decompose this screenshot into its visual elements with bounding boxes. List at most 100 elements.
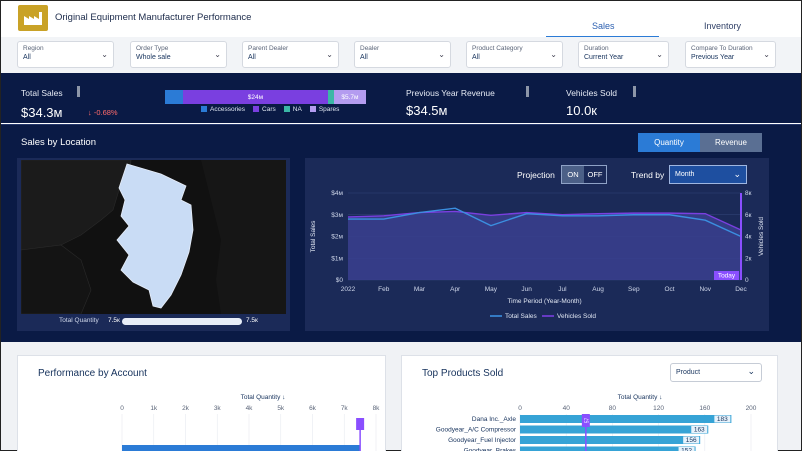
- map-legend-max: 7.5к: [246, 317, 258, 324]
- product-label: Dana Inc._Axle: [472, 416, 516, 423]
- x-tick-label: 160: [699, 405, 710, 412]
- map-region-shape[interactable]: [116, 163, 194, 309]
- projection-label: Projection: [517, 170, 555, 180]
- x-tick-label: 0: [120, 405, 124, 412]
- y2-tick-label: 4к: [745, 234, 752, 241]
- legend-item: NA: [283, 106, 302, 113]
- x-tick-label: Nov: [699, 286, 711, 293]
- filter-parent-dealer[interactable]: Parent Dealer All ⌄: [242, 41, 339, 68]
- x-tick-label: Aug: [592, 286, 604, 293]
- product-label: Goodyear_Brakes: [464, 448, 517, 451]
- category-stacked-bar[interactable]: $24м $5.7м: [165, 90, 366, 104]
- category-segment-spares[interactable]: $5.7м: [333, 90, 366, 104]
- filter-compare-duration[interactable]: Compare To Duration Previous Year ⌄: [685, 41, 776, 68]
- product-bar: [520, 436, 701, 444]
- product-bar: [520, 425, 709, 434]
- legend-label: Cars: [262, 106, 276, 113]
- map-legend-min: 7.5к: [108, 317, 120, 324]
- projection-off[interactable]: OFF: [587, 170, 603, 179]
- projection-toggle: ON OFF: [561, 165, 607, 184]
- today-badge: [714, 271, 739, 280]
- performance-by-account-card: Performance by Account Total Quantity ↓ 0…: [17, 355, 386, 451]
- account-marker-badge: [356, 418, 365, 430]
- products-chart[interactable]: Total Quantity ↓ 0 40 80 120 160 200 Dana Inc._…: [402, 356, 779, 451]
- trend-by-select[interactable]: Month ⌄: [669, 165, 747, 184]
- kpi-total-sales-change: ↓ -0.68%: [88, 108, 118, 117]
- filter-dealer[interactable]: Dealer All ⌄: [354, 41, 451, 68]
- projection-on[interactable]: ON: [562, 166, 584, 183]
- category-legend: Accessories Cars NA Spares: [201, 106, 339, 113]
- trend-chart[interactable]: $0 $1м $2м $3м $4м 0 2к 4к 6к 8к 2022 Feb Mar Apr May J…: [305, 188, 769, 331]
- x-tick-label: 1k: [150, 405, 158, 412]
- x-tick-label: 3k: [214, 405, 222, 412]
- filter-product-category[interactable]: Product Category All ⌄: [466, 41, 563, 68]
- product-marker-label: 57: [584, 418, 590, 424]
- product-label: Goodyear_Fuel Injector: [448, 437, 517, 444]
- sales-by-location-section: Sales by Location Quantity Revenue Total…: [1, 124, 801, 342]
- filter-label: Dealer: [360, 45, 380, 52]
- filter-value: All: [23, 54, 31, 61]
- legend-item: Cars: [253, 106, 276, 113]
- filter-label: Parent Dealer: [248, 45, 289, 52]
- y-tick-label: $1м: [331, 255, 343, 262]
- legend-label: Vehicles Sold: [557, 313, 596, 320]
- x-axis-title: Total Quantity ↓: [618, 394, 663, 401]
- y-tick-label: $0: [336, 277, 344, 284]
- trend-chart-card: Projection ON OFF Trend by Month ⌄ $0 $1м…: [305, 158, 769, 331]
- kpi-total-sales-value: $34.3м: [21, 105, 63, 120]
- x-tick-label: 2022: [341, 286, 356, 293]
- product-value-badge: [683, 436, 700, 444]
- filter-label: Duration: [584, 45, 609, 52]
- y-tick-label: $2м: [331, 234, 343, 241]
- chevron-down-icon: ⌄: [438, 50, 445, 59]
- account-chart[interactable]: Total Quantity ↓ 0 1k 2k 3k 4k 5k 6k 7k 8k: [18, 356, 387, 451]
- filter-bar: Region All ⌄ Order Type Whole sale ⌄ Par…: [1, 37, 801, 73]
- x-tick-label: 0: [518, 405, 522, 412]
- x-tick-label: Dec: [735, 286, 747, 293]
- product-select[interactable]: Product ⌄: [670, 363, 762, 382]
- x-tick-label: Jun: [521, 286, 532, 293]
- legend-label: Total Sales: [505, 313, 538, 320]
- category-segment-accessories[interactable]: [165, 90, 184, 104]
- product-bar: [520, 415, 732, 423]
- y2-tick-label: 2к: [745, 255, 752, 262]
- chevron-down-icon: ⌄: [550, 50, 557, 59]
- category-segment-na[interactable]: [327, 90, 334, 104]
- x-tick-label: Feb: [378, 286, 390, 293]
- account-bar: [122, 445, 361, 451]
- trend-by-label: Trend by: [631, 170, 665, 180]
- x-axis-title: Total Quantity ↓: [241, 394, 286, 401]
- total-sales-line: [348, 207, 742, 238]
- x-tick-label: 40: [563, 405, 571, 412]
- filter-region[interactable]: Region All ⌄: [17, 41, 114, 68]
- product-bar: [520, 446, 696, 451]
- state-map[interactable]: [21, 160, 286, 314]
- y-axis-title: Total Sales: [310, 220, 317, 253]
- tab-sales[interactable]: Sales: [592, 21, 615, 31]
- x-tick-label: 4k: [246, 405, 254, 412]
- product-value-badge: [678, 447, 695, 451]
- toggle-quantity[interactable]: Quantity: [638, 133, 700, 152]
- factory-logo-icon: [18, 5, 48, 31]
- product-value-badge: [691, 426, 708, 433]
- tab-inventory[interactable]: Inventory: [704, 21, 742, 31]
- legend-item: Spares: [309, 106, 339, 113]
- x-tick-label: 2k: [182, 405, 190, 412]
- legend-swatch: [309, 106, 316, 112]
- toggle-revenue[interactable]: Revenue: [700, 133, 762, 152]
- map-card: Total Quantity 7.5к 7.5к: [17, 158, 290, 331]
- category-segment-cars[interactable]: $24м: [183, 90, 328, 104]
- filter-order-type[interactable]: Order Type Whole sale ⌄: [130, 41, 227, 68]
- filter-duration[interactable]: Duration Current Year ⌄: [578, 41, 669, 68]
- y2-tick-label: 0: [745, 277, 749, 284]
- product-value-label: 156: [686, 437, 697, 444]
- kpi-indicator: [633, 86, 636, 97]
- filter-value: All: [248, 54, 256, 61]
- x-tick-label: Oct: [664, 286, 674, 293]
- filter-label: Order Type: [136, 45, 169, 52]
- x-tick-label: Mar: [414, 286, 426, 293]
- filter-value: Previous Year: [691, 54, 735, 61]
- y-tick-label: $3м: [331, 212, 343, 219]
- product-marker-badge: [581, 414, 590, 427]
- x-tick-label: 7k: [341, 405, 349, 412]
